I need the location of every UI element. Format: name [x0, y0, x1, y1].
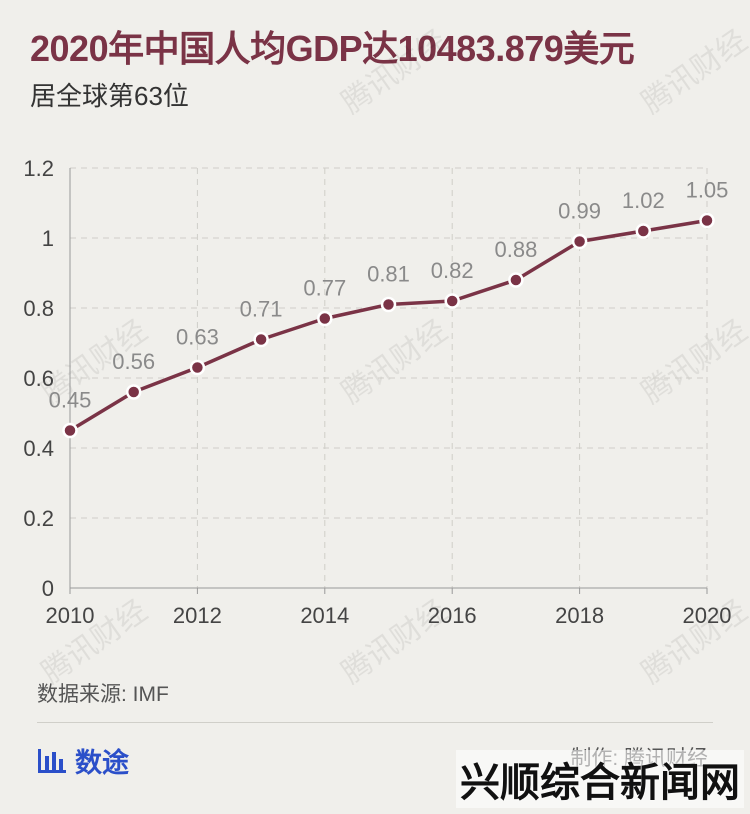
data-label: 0.99 [558, 199, 601, 224]
watermark-text: 腾讯财经 [635, 313, 750, 410]
data-label: 0.56 [112, 349, 155, 374]
data-point [444, 293, 460, 309]
watermark-text: 腾讯财经 [335, 23, 453, 120]
x-tick-label: 2012 [173, 603, 222, 628]
data-point [125, 384, 142, 400]
footer-divider [37, 722, 713, 723]
x-tick-label: 2016 [428, 603, 477, 628]
series-line [69, 218, 708, 432]
chart-subtitle: 居全球第63位 [30, 81, 189, 111]
data-point [380, 296, 397, 313]
data-label: 0.88 [494, 237, 537, 262]
data-label: 0.77 [303, 276, 346, 301]
data-label: 0.82 [431, 258, 474, 283]
data-point [189, 359, 206, 376]
watermark-text: 腾讯财经 [335, 313, 453, 410]
brand: 数途 [37, 742, 129, 778]
bar-chart-icon [38, 749, 66, 773]
data-label: 1.02 [622, 188, 665, 213]
data-point [571, 233, 588, 250]
data-label: 0.45 [49, 388, 92, 413]
data-source: 数据来源: IMF [37, 683, 169, 706]
x-tick-label: 2018 [555, 603, 604, 628]
y-tick-label: 0 [42, 576, 54, 601]
data-point [635, 223, 652, 239]
brand-name: 数途 [75, 747, 129, 778]
data-label: 0.71 [240, 297, 283, 322]
data-label: 0.63 [176, 325, 219, 350]
data-label: 1.05 [686, 178, 729, 203]
watermark-text: 腾讯财经 [635, 23, 750, 120]
data-point [253, 331, 269, 348]
data-point [508, 272, 524, 288]
chart-title: 2020年中国人均GDP达10483.879美元 [30, 28, 635, 69]
data-point [699, 212, 715, 229]
data-point [317, 310, 333, 327]
y-tick-label: 0.8 [23, 296, 54, 321]
data-label: 0.81 [367, 262, 410, 287]
data-point [62, 422, 78, 439]
corner-logo: 兴顺综合新闻网 [456, 750, 744, 808]
y-tick-label: 0.6 [23, 366, 54, 391]
y-tick-label: 0.4 [23, 436, 54, 461]
x-tick-label: 2010 [46, 603, 95, 628]
x-tick-label: 2014 [300, 603, 349, 628]
x-tick-label: 2020 [683, 603, 732, 628]
y-tick-label: 1.2 [23, 156, 54, 181]
y-tick-label: 1 [42, 226, 54, 251]
y-tick-label: 0.2 [23, 506, 54, 531]
